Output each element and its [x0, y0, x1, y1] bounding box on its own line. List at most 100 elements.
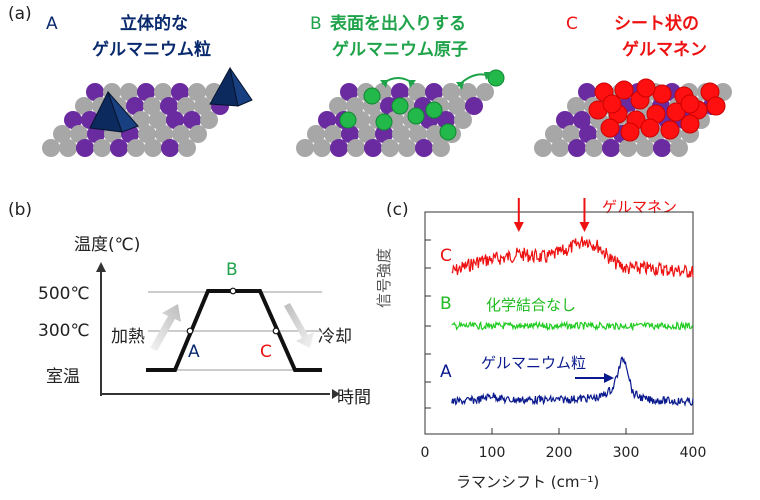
substrate-atom-ag — [415, 139, 433, 157]
substrate-atom — [714, 83, 732, 101]
series-label-c: C — [440, 246, 452, 266]
series-label-a: A — [440, 362, 452, 382]
substrate-atom — [398, 139, 416, 157]
substrate-atom-ag — [364, 139, 382, 157]
substrate-atom-ag — [318, 111, 336, 129]
substrate-atom-ag — [64, 111, 82, 129]
substrate-atom — [476, 83, 494, 101]
germanene-atom — [636, 78, 656, 98]
germanene-sheet — [588, 78, 726, 142]
ge-grain-pyramid-2 — [209, 66, 253, 107]
substrate-atom — [149, 111, 167, 129]
hop-arrow-1-head-l — [380, 80, 388, 88]
ge-grain-pyramid-1 — [89, 90, 139, 133]
substrate-atom-ag — [171, 83, 189, 101]
substrate-atom-ag — [573, 111, 591, 129]
substrate-atom — [585, 139, 603, 157]
substrate-atom — [177, 97, 195, 115]
germanene-atom — [680, 114, 700, 134]
mobile-ge-atom — [425, 101, 443, 119]
substrate-atom — [200, 111, 218, 129]
substrate-atom — [346, 97, 364, 115]
series-label-b: B — [440, 294, 452, 314]
substrate-atom — [194, 97, 212, 115]
mobile-ge-atom — [363, 87, 381, 105]
substrate-atom — [352, 111, 370, 129]
substrate-atom-ag — [330, 139, 348, 157]
substrate-atom — [329, 97, 347, 115]
point-b-label: B — [226, 260, 238, 280]
mobile-ge-atom — [339, 111, 357, 129]
point-a-label: A — [188, 342, 200, 362]
substrate-atom-ag — [425, 83, 443, 101]
level-300: 300℃ — [38, 321, 90, 341]
substrate-atom — [442, 83, 460, 101]
substrate-atom — [53, 125, 71, 143]
substrate-atom — [296, 139, 314, 157]
substrate-atom — [138, 125, 156, 143]
substrate-atom-ag — [556, 111, 574, 129]
substrate-atom — [454, 111, 472, 129]
substrate-atom — [562, 125, 580, 143]
caption-a-letter: A — [46, 14, 58, 34]
caption-c-letter: C — [566, 14, 578, 34]
substrate-atom-ag — [160, 97, 178, 115]
germanene-atom — [620, 122, 640, 142]
point-c-label: C — [260, 342, 272, 362]
temp-axis-arrow — [96, 262, 106, 272]
raman-arrows — [513, 198, 590, 232]
substrate-atom — [551, 139, 569, 157]
caption-c-line1: シート状の — [614, 14, 699, 34]
substrate-atom-ag — [341, 125, 359, 143]
substrate-atom — [426, 125, 444, 143]
substrate-atom-ag — [375, 125, 393, 143]
caption-a-line2: ゲルマニウム粒 — [92, 40, 211, 60]
substrate-atom — [670, 139, 688, 157]
heating-label: 加熱 — [111, 327, 145, 347]
substrate-atom-ag — [391, 83, 409, 101]
substrate-atom — [178, 139, 196, 157]
raman-x-tick-label: 300 — [613, 445, 640, 461]
substrate-atom-ag — [183, 111, 201, 129]
hop-arrow-1-head-r — [408, 80, 416, 88]
level-500: 500℃ — [38, 284, 90, 304]
grain-arrow-head — [604, 373, 614, 383]
substrate-atom-ag — [110, 139, 128, 157]
substrate-atom-ag — [126, 97, 144, 115]
caption-b-line2: ゲルマニウム原子 — [332, 40, 468, 60]
raman-x-label: ラマンシフト (cm⁻¹) — [456, 473, 600, 491]
substrate-atom-ag — [465, 97, 483, 115]
substrate-atom-ag — [653, 139, 671, 157]
no-bond-annotation: 化学結合なし — [486, 296, 577, 314]
substrate-atom — [189, 125, 207, 143]
substrate-atom — [75, 97, 93, 115]
germanene-peak-arrow-head — [513, 222, 524, 232]
substrate-atom — [188, 83, 206, 101]
panel-b-label: (b) — [8, 200, 33, 220]
raman-series-c — [451, 236, 694, 278]
caption-c-line2: ゲルマネン — [622, 40, 707, 60]
germanene-atom — [660, 120, 680, 140]
substrate-atom — [120, 83, 138, 101]
substrate-atom-ag — [161, 139, 179, 157]
substrate-atom — [619, 139, 637, 157]
substrate-atom — [534, 139, 552, 157]
substrate-atom-ag — [340, 83, 358, 101]
substrate-atom — [567, 97, 585, 115]
substrate-atom — [636, 139, 654, 157]
substrate-atom — [155, 125, 173, 143]
time-axis-arrow — [332, 389, 340, 399]
heating-arrow — [150, 304, 181, 351]
mobile-ge-atom — [487, 69, 505, 87]
raman-series-b — [451, 320, 694, 332]
mobile-ge-atom — [391, 97, 409, 115]
time-axis-label: 時間 — [337, 388, 371, 408]
substrate-atom — [545, 125, 563, 143]
caption-b-letter: B — [310, 14, 322, 34]
cooling-arrow — [284, 303, 314, 348]
raman-x-tick-label: 0 — [421, 445, 430, 461]
substrate-atom — [307, 125, 325, 143]
mobile-ge-atom — [407, 107, 425, 125]
